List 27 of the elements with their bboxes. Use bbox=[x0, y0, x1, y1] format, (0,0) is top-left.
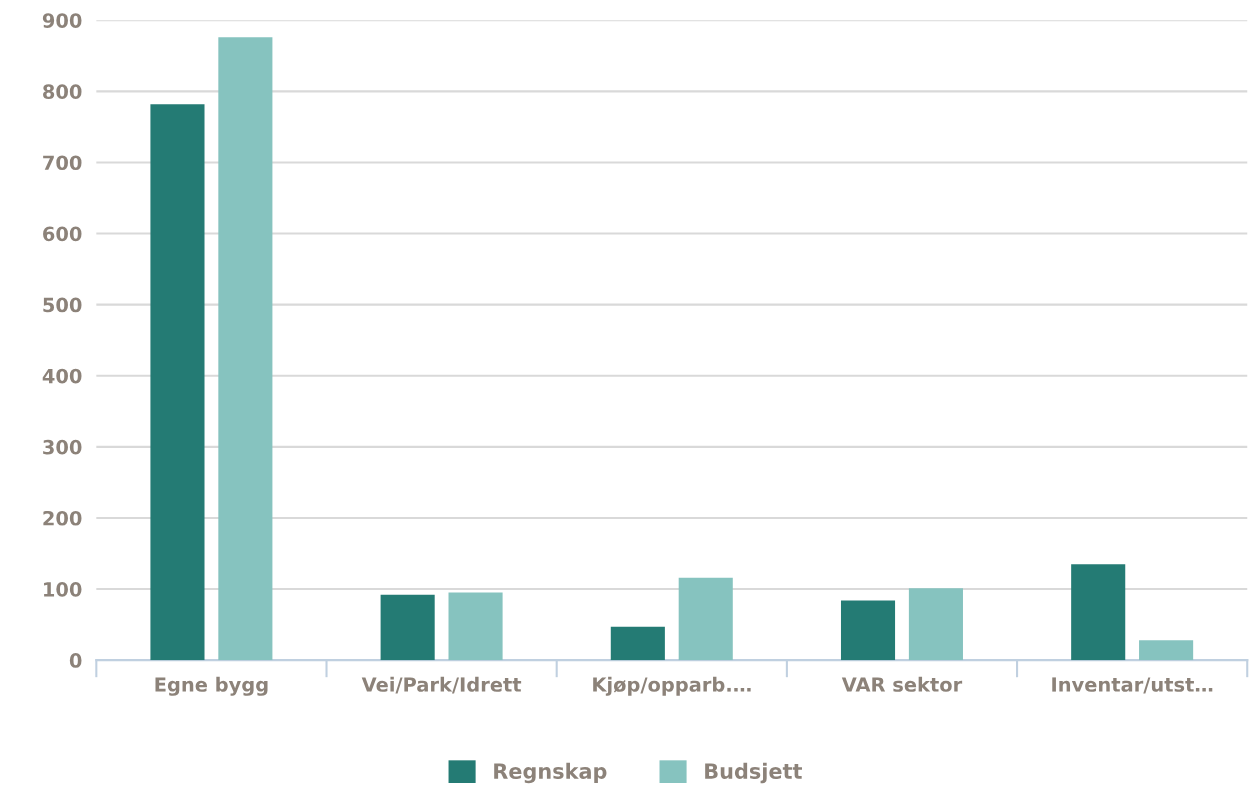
x-tick-label: VAR sektor bbox=[841, 676, 963, 692]
y-tick-label: 900 bbox=[42, 13, 82, 28]
x-tick-label: Egne bygg bbox=[155, 676, 268, 696]
y-tick-label: 400 bbox=[42, 368, 82, 384]
y-tick-label: 300 bbox=[43, 439, 82, 455]
bar bbox=[218, 37, 273, 661]
x-tick-label: Vei/Park/Idrett bbox=[361, 676, 522, 694]
y-tick-label: 0 bbox=[69, 653, 82, 668]
y-tick-label: 200 bbox=[43, 510, 82, 526]
y-tick-label: 500 bbox=[43, 297, 82, 313]
y-tick-label: 700 bbox=[43, 155, 82, 171]
legend-label: Budsjett bbox=[705, 762, 802, 784]
bar bbox=[908, 588, 963, 661]
legend-label: Regnskap bbox=[494, 762, 607, 784]
bar bbox=[1139, 640, 1194, 661]
x-tick-label: Kjøp/opparb.… bbox=[593, 676, 751, 696]
y-tick-label: 800 bbox=[43, 84, 82, 100]
y-tick-label: 600 bbox=[43, 226, 82, 242]
bar bbox=[678, 577, 733, 661]
bar bbox=[150, 104, 205, 661]
y-tick-label: 100 bbox=[44, 582, 82, 597]
bar bbox=[380, 594, 435, 661]
x-tick-label: Inventar/utst… bbox=[1052, 677, 1213, 694]
bar bbox=[1071, 564, 1126, 661]
bar bbox=[610, 626, 665, 661]
bar bbox=[448, 592, 503, 661]
bar bbox=[840, 600, 896, 661]
